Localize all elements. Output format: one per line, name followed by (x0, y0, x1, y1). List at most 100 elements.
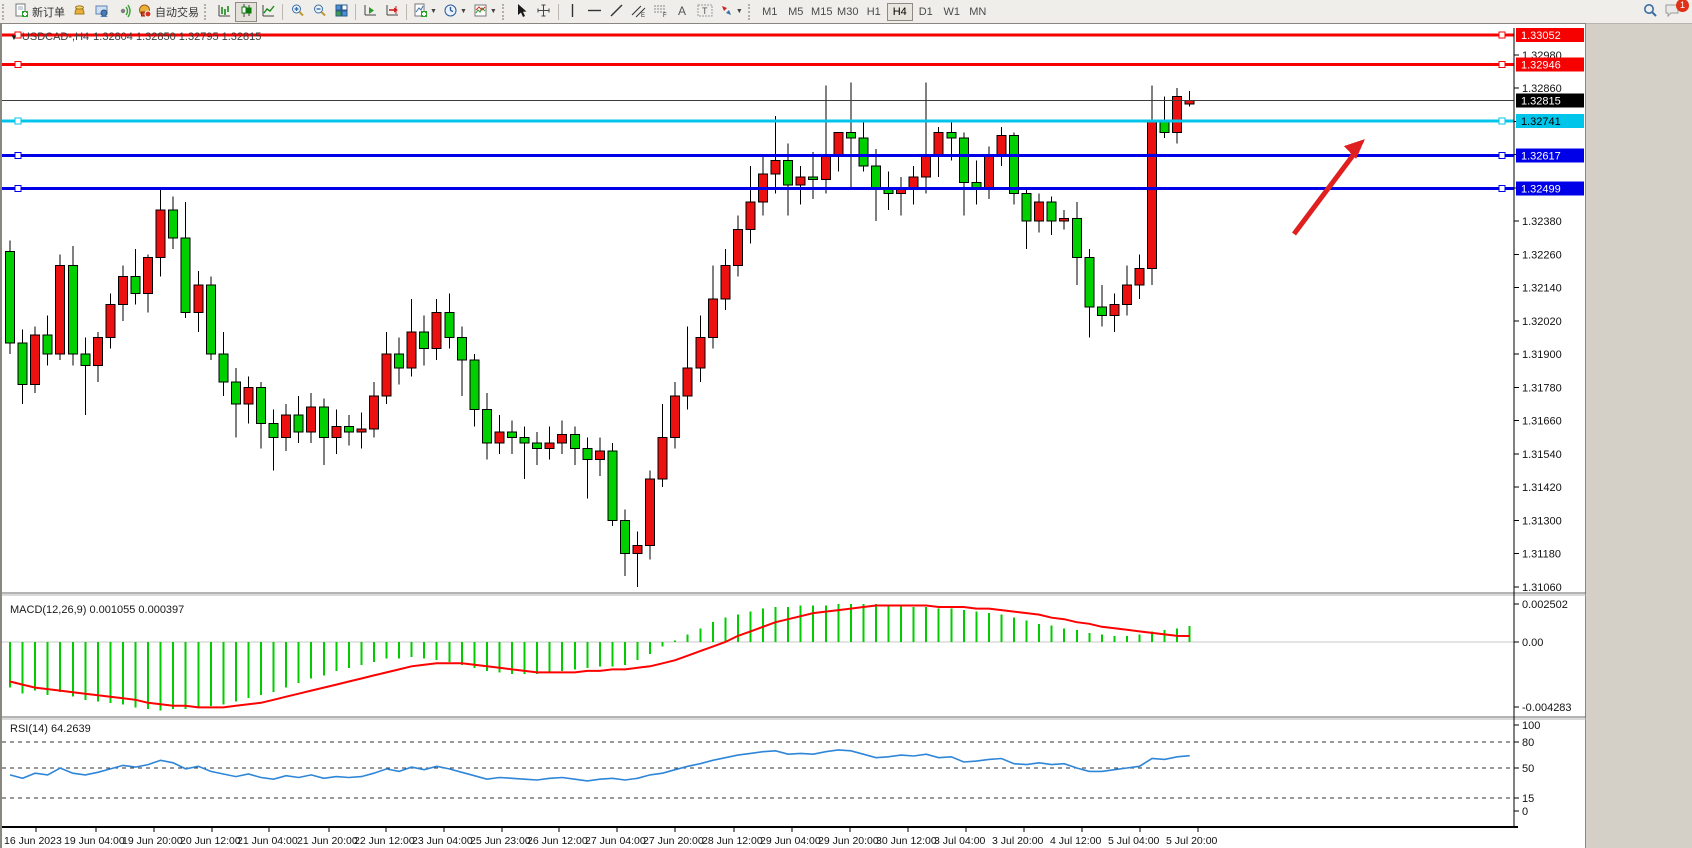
vertical-line-button[interactable] (562, 2, 584, 22)
timeframe-m1-button[interactable]: M1 (762, 5, 778, 18)
profile-button[interactable] (90, 2, 112, 22)
fibonacci-button[interactable]: F (650, 2, 672, 22)
toolbar-grip[interactable] (747, 3, 755, 20)
zoom-in-button[interactable] (286, 2, 308, 22)
svg-text:1.32260: 1.32260 (1522, 249, 1562, 261)
tile-windows-button[interactable] (330, 2, 352, 22)
line-handle (1498, 60, 1506, 68)
svg-text:26 Jun 12:00: 26 Jun 12:00 (527, 835, 588, 847)
notification-badge: 1 (1676, 0, 1689, 12)
toolbar-grip[interactable] (204, 3, 211, 20)
template-button[interactable]: ▼ (470, 2, 500, 22)
arrows-button[interactable]: ▼ (716, 2, 746, 22)
timeframe-m5-button[interactable]: M5 (788, 5, 804, 18)
indicators-button[interactable]: ▼ (410, 2, 440, 22)
signal-button[interactable] (112, 2, 134, 22)
timeframe-w1-button[interactable]: W1 (943, 5, 961, 18)
svg-text:1.32140: 1.32140 (1522, 283, 1562, 295)
profile-icon (94, 3, 109, 21)
timeframe-h4-button[interactable]: H4 (886, 2, 913, 21)
svg-text:1.32860: 1.32860 (1522, 83, 1562, 95)
line-handle (14, 184, 22, 192)
line-handle (14, 31, 22, 39)
periods-button[interactable]: ▼ (440, 2, 470, 22)
rsi-panel (2, 741, 1514, 799)
market-watch-button[interactable] (68, 2, 90, 22)
svg-text:1.31660: 1.31660 (1522, 416, 1562, 428)
cursor-icon (514, 3, 529, 21)
timeframe-mn-button[interactable]: MN (969, 5, 987, 18)
auto-scroll-button[interactable] (359, 2, 381, 22)
svg-text:21 Jun 20:00: 21 Jun 20:00 (297, 835, 358, 847)
svg-text:5 Jul 04:00: 5 Jul 04:00 (1108, 835, 1160, 847)
line-chart-type-button[interactable] (257, 2, 279, 22)
svg-text:0.00: 0.00 (1522, 637, 1543, 649)
svg-text:1.32741: 1.32741 (1521, 116, 1561, 128)
channel-icon: E (631, 3, 646, 21)
chart-canvas[interactable]: 1.329801.328601.327401.326201.325001.323… (2, 24, 1586, 848)
line-handle (1498, 117, 1506, 125)
svg-text:19 Jun 20:00: 19 Jun 20:00 (122, 835, 183, 847)
svg-text:19 Jun 04:00: 19 Jun 04:00 (64, 835, 125, 847)
svg-text:80: 80 (1522, 737, 1534, 749)
text-label-button[interactable]: T (694, 2, 716, 22)
timeframe-m15-button[interactable]: M15 (811, 5, 833, 18)
chart-window: 1.329801.328601.327401.326201.325001.323… (0, 23, 1586, 848)
svg-text:15: 15 (1522, 793, 1534, 805)
search-button[interactable] (1639, 2, 1661, 22)
auto-trading-button[interactable]: 自动交易 (134, 2, 202, 22)
svg-text:1.31540: 1.31540 (1522, 449, 1562, 461)
svg-text:5 Jul 20:00: 5 Jul 20:00 (1166, 835, 1218, 847)
horizontal-line-button[interactable] (584, 2, 606, 22)
svg-text:23 Jun 04:00: 23 Jun 04:00 (412, 835, 473, 847)
line-handle (1498, 184, 1506, 192)
chart-shift-button[interactable] (381, 2, 403, 22)
trendline-icon (609, 3, 624, 21)
svg-text:-0.004283: -0.004283 (1522, 702, 1572, 714)
chevron-down-icon: ▼ (489, 8, 497, 15)
line-chart-type-icon (261, 3, 276, 21)
bar-chart-type-button[interactable] (213, 2, 235, 22)
timeframe-d1-button[interactable]: D1 (918, 5, 933, 18)
timeframe-group: M1 M5 M15 M30 H1 H4 D1 W1 MN (757, 2, 991, 21)
crosshair-button[interactable] (533, 2, 555, 22)
crosshair-icon (536, 3, 551, 21)
trendline-button[interactable] (606, 2, 628, 22)
macd-signal-line (9, 604, 1190, 709)
auto-trading-icon (137, 3, 152, 21)
text-button[interactable]: A (672, 2, 694, 22)
cursor-button[interactable] (511, 2, 533, 22)
svg-text:22 Jun 12:00: 22 Jun 12:00 (354, 835, 415, 847)
window-menu-icon[interactable]: ▼ (10, 32, 18, 42)
svg-text:1.31780: 1.31780 (1522, 382, 1562, 394)
svg-text:29 Jun 04:00: 29 Jun 04:00 (760, 835, 821, 847)
notifications-button[interactable]: 1 (1661, 0, 1689, 22)
new-order-label: 新订单 (32, 6, 65, 19)
fibonacci-icon: F (653, 3, 668, 21)
macd-panel (2, 604, 1514, 711)
channel-button[interactable]: E (628, 2, 650, 22)
new-order-button[interactable]: 新订单 (11, 2, 68, 22)
vertical-line-icon (566, 3, 579, 21)
svg-text:1.32499: 1.32499 (1521, 183, 1561, 195)
candlestick-type-button[interactable] (235, 1, 257, 22)
candles-layer (5, 82, 1195, 587)
svg-text:1.32380: 1.32380 (1522, 216, 1562, 228)
signal-icon (116, 3, 131, 21)
line-handle (1498, 31, 1506, 39)
toolbar-grip[interactable] (501, 3, 509, 20)
svg-text:3 Jul 04:00: 3 Jul 04:00 (934, 835, 986, 847)
line-handle (1498, 152, 1506, 160)
toolbar-grip[interactable] (2, 3, 9, 20)
chevron-down-icon: ▼ (459, 8, 467, 15)
arrow-annotation[interactable] (1292, 139, 1365, 236)
text-icon: A (676, 3, 689, 21)
svg-text:1.32815: 1.32815 (1521, 96, 1561, 108)
svg-text:1.31900: 1.31900 (1522, 349, 1562, 361)
timeframe-m30-button[interactable]: M30 (837, 5, 859, 18)
symbol-period-label: USDCAD-,H4 (21, 31, 90, 43)
zoom-out-button[interactable] (308, 2, 330, 22)
template-icon (473, 3, 488, 21)
svg-text:20 Jun 12:00: 20 Jun 12:00 (180, 835, 241, 847)
timeframe-h1-button[interactable]: H1 (866, 5, 881, 18)
